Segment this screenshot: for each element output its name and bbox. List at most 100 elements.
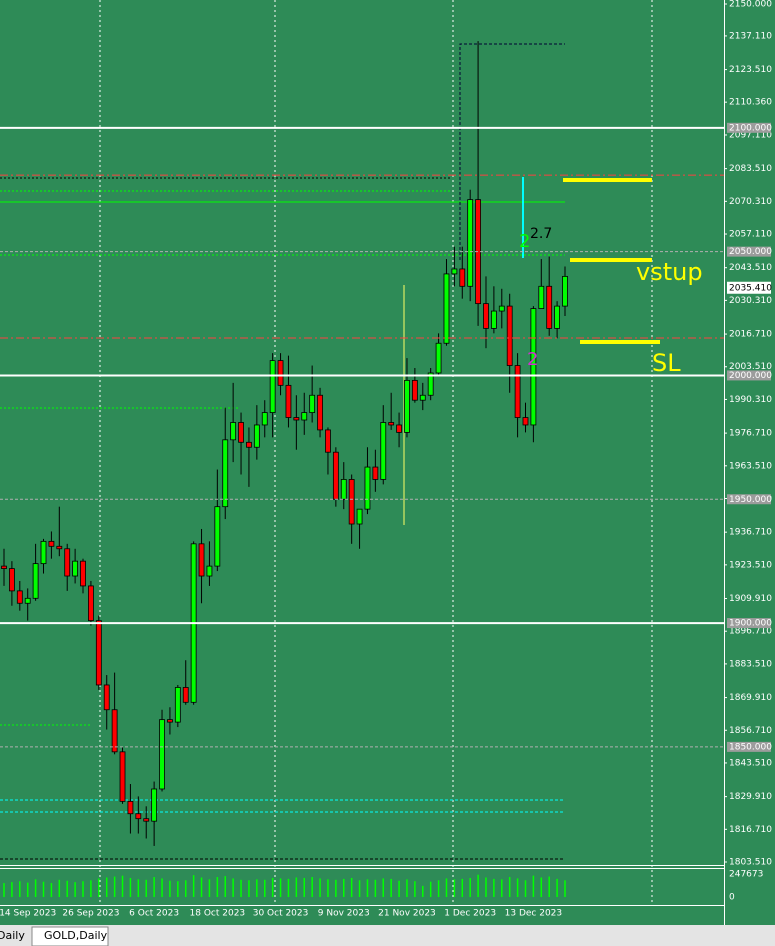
candle-body [419,394,426,401]
tab[interactable]: GOLD,Daily [44,929,108,942]
candle-body [364,466,371,510]
y-tick-label: 1869.910 [729,693,772,703]
y-tick-label: 2030.310 [729,296,772,306]
y-tick-label: 1856.710 [729,726,772,736]
candle-body [246,441,252,448]
y-tick-label: 2083.510 [729,164,772,174]
level-label: 1900.000 [729,619,772,629]
candle-body [356,508,363,525]
v-grid [99,0,653,905]
candle-body [538,285,545,309]
candle-body [32,563,39,599]
candle-body [261,412,268,426]
candle-body [9,568,15,592]
candle-body [483,303,489,329]
y-tick-label: 1990.310 [729,395,772,405]
annotation: vstup [636,258,703,286]
annotation: 2 [519,231,530,252]
annotation: SL [652,349,681,377]
y-tick-label: 2137.110 [729,31,772,41]
level-label-box [727,618,771,629]
y-tick-label: 1976.710 [729,429,772,439]
candle-body [388,422,395,426]
candle-body [277,360,284,386]
y-tick-label: 1936.710 [729,528,772,538]
x-tick-label: 6 Oct 2023 [129,909,179,919]
candle-body [348,479,355,525]
candle-body [427,372,434,396]
y-tick-label: 2043.510 [729,263,772,273]
candle-body [238,422,244,443]
candle-body [514,365,521,418]
candle-body [127,800,134,815]
candle-body [459,268,466,287]
candle-body [24,597,31,604]
candle-body [562,275,568,307]
y-tick-label: 2016.710 [729,330,772,340]
candle-body [88,585,94,621]
candle-body [16,590,23,604]
y-tick-label: 2097.110 [729,130,772,140]
drawings [0,43,565,860]
price-box [727,281,771,294]
x-tick-label: 1 Dec 2023 [444,909,496,919]
candle-body [214,506,221,567]
candles [1,41,568,846]
level-label: 2000.000 [729,371,772,381]
current-price-label: 2035.410 [729,283,772,293]
level-label: 2100.000 [729,123,772,133]
candle-body [230,422,237,441]
x-tick-label: 9 Nov 2023 [318,909,370,919]
y-tick-label: 2057.110 [729,230,772,240]
candle-body [293,417,300,421]
level-label-box [727,122,771,133]
candle-body [396,424,402,433]
candle-body [174,687,181,723]
candle-body [119,751,126,802]
candle-body [72,560,79,577]
tab[interactable]: Daily [0,929,25,942]
candle-body [554,305,560,329]
annotation: 2.7 [530,226,552,242]
tab-active[interactable] [31,926,109,946]
level-label: 2050.000 [729,247,772,257]
candle-body [332,451,339,500]
candle-body [530,308,537,426]
level-label-box [727,494,771,505]
x-tick-label: 14 Sep 2023 [0,909,56,919]
y-tick-label: 2003.510 [729,362,772,372]
candle-body [1,565,7,569]
candle-body [404,379,410,433]
level-label-box [727,246,771,257]
volume-tick-label: 0 [729,893,735,903]
candle-body [56,545,63,550]
candle-body [167,719,173,723]
y-tick-label: 1829.910 [729,792,772,802]
y-tick-label: 1816.710 [729,825,772,835]
candle-body [467,199,474,287]
candle-body [443,273,450,344]
candle-body [103,684,110,711]
candle-body [522,417,529,426]
x-tick-label: 18 Oct 2023 [190,909,246,919]
candle-body [498,305,505,312]
candle-body [111,709,118,753]
candle-body [372,466,379,480]
level-label: 1950.000 [729,495,772,505]
tab-bar [0,925,775,946]
y-tick-label: 2070.310 [729,197,772,207]
candle-body [198,543,205,577]
candle-body [490,310,497,329]
candle-body [80,560,86,587]
y-tick-label: 2110.360 [729,98,772,108]
candle-body [253,424,260,448]
candle-body [135,813,142,820]
level-label: 1850.000 [729,742,772,752]
dotted-line [459,43,565,260]
candle-body [435,342,442,374]
annotation: 2 [527,349,538,370]
volume-tick-label: 247673 [729,870,763,880]
candle-body [151,788,158,822]
candle-body [301,412,308,421]
